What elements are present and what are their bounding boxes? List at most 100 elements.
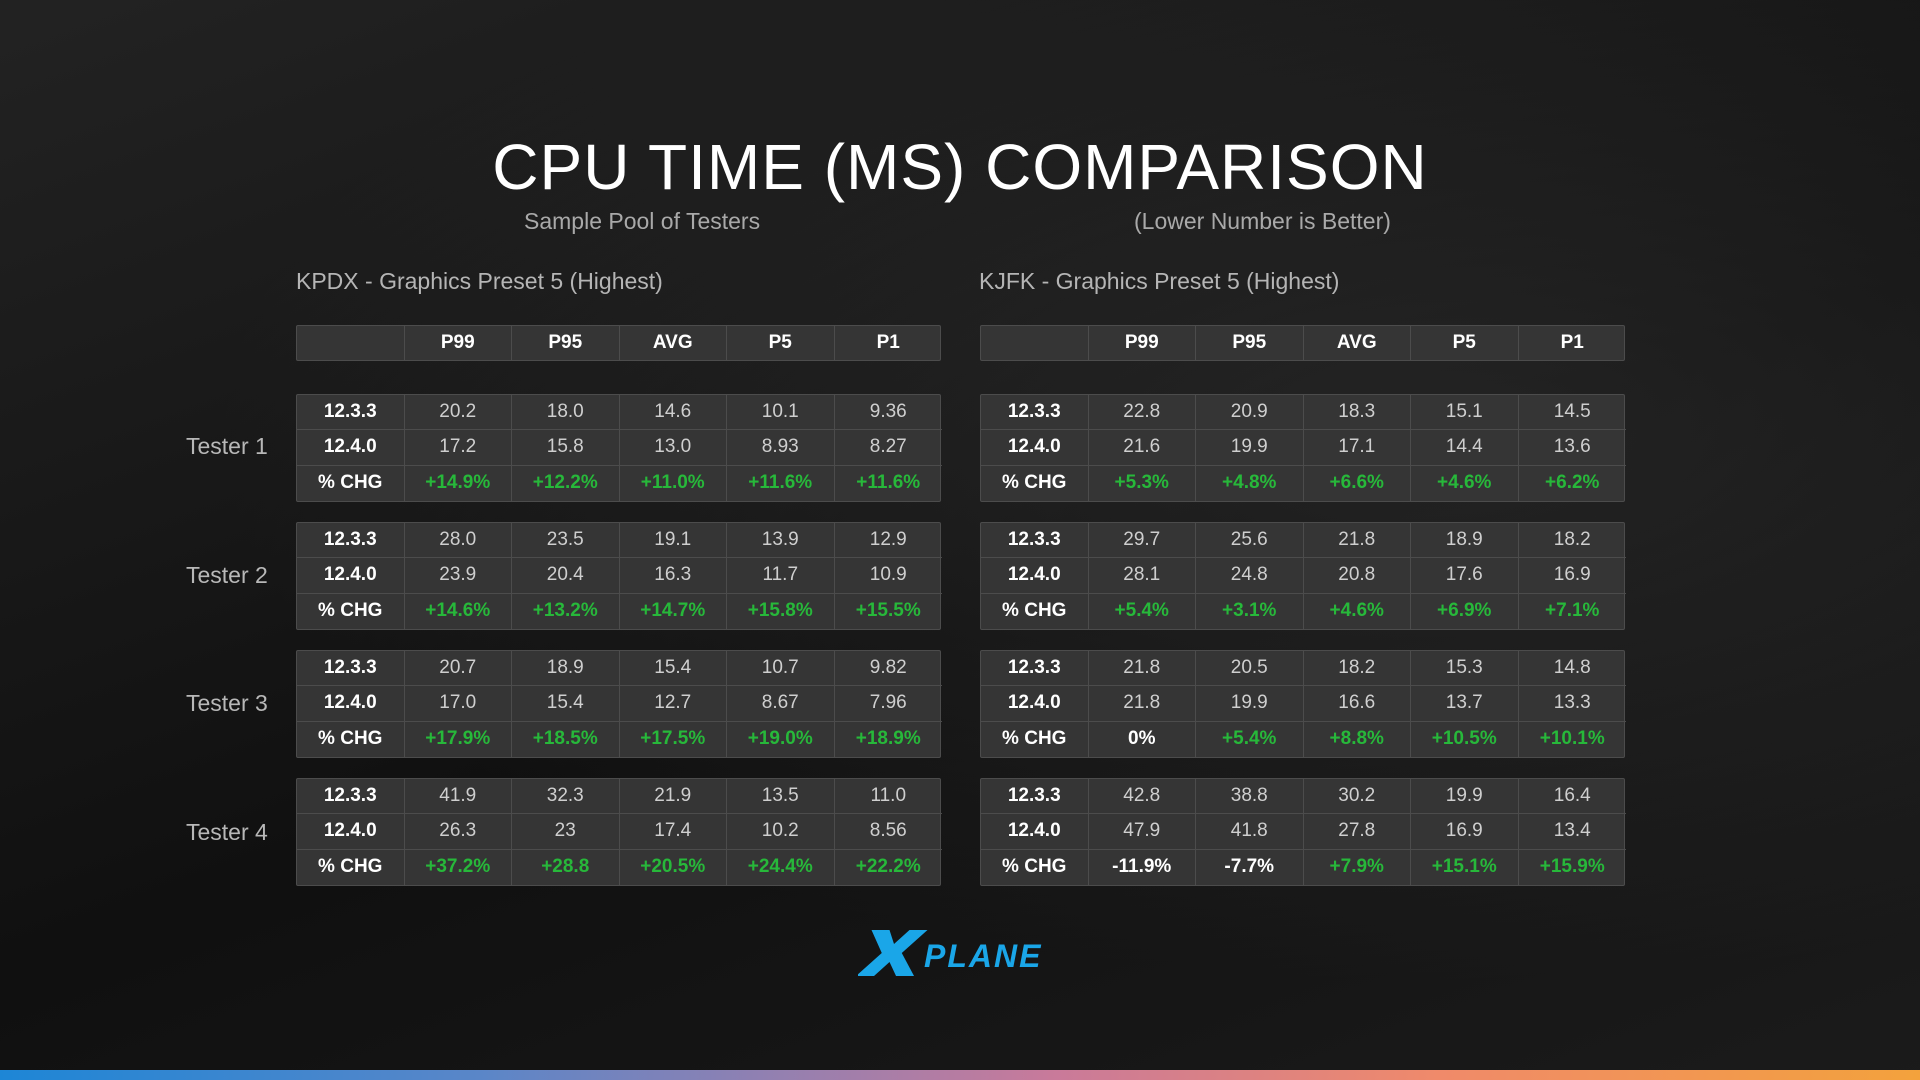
table-cell: 26.3 (404, 814, 512, 850)
table-cell: 17.6 (1411, 558, 1519, 594)
table-cell: 8.67 (727, 686, 835, 722)
table-cell: +17.9% (405, 721, 512, 757)
row-label: 12.4.0 (981, 558, 1089, 594)
row-label: 12.4.0 (981, 814, 1089, 850)
table-cell: 13.9 (727, 523, 835, 559)
bottom-gradient-bar (0, 1070, 1920, 1080)
table-cell: 10.2 (727, 814, 835, 850)
table-cell: 24.8 (1196, 558, 1304, 594)
table-cell: 20.9 (1196, 395, 1304, 431)
table-cell: 13.3 (1518, 686, 1626, 722)
table-cell: +15.5% (855, 600, 921, 622)
column-header: AVG (620, 326, 727, 360)
table-cell: +12.2% (512, 465, 620, 501)
table-cell: 18.0 (512, 395, 620, 431)
table-cell: +7.9% (1304, 849, 1411, 885)
table-cell: +5.4% (1089, 593, 1196, 629)
row-label: 12.3.3 (297, 779, 405, 815)
table-cell: +28.8 (512, 849, 620, 885)
row-label: % CHG (981, 593, 1089, 629)
table-cell: 14.8 (1518, 651, 1626, 687)
table-cell: +37.2% (405, 849, 512, 885)
row-label: 12.3.3 (981, 779, 1089, 815)
table-cell: 13.5 (727, 779, 835, 815)
tester-block: 12.3.3 21.8 20.5 18.2 15.3 14.8 12.4.0 21.8 19.9… (980, 650, 1626, 758)
table-cell: 20.2 (404, 395, 512, 431)
table-cell: 14.5 (1518, 395, 1626, 431)
table-cell: 17.0 (404, 686, 512, 722)
table-cell: 42.8 (1088, 779, 1196, 815)
column-header: P5 (1411, 326, 1519, 360)
table-cell: 17.2 (404, 430, 512, 466)
table-cell: 21.6 (1088, 430, 1196, 466)
row-label: 12.4.0 (297, 814, 405, 850)
row-label: % CHG (297, 849, 405, 885)
row-label: 12.4.0 (297, 686, 405, 722)
table-cell: 20.7 (404, 651, 512, 687)
table-cell: 17.4 (619, 814, 727, 850)
table-cell: 20.8 (1303, 558, 1411, 594)
table-header-row: P99 P95 AVG P5 P1 (296, 325, 941, 361)
table-cell: 11.7 (727, 558, 835, 594)
table-cell: 41.8 (1196, 814, 1304, 850)
table-cell: 25.6 (1196, 523, 1304, 559)
table-cell: +14.7% (620, 593, 727, 629)
subtitle-sample-pool: Sample Pool of Testers (524, 208, 761, 234)
table-cell: 14.4 (1411, 430, 1519, 466)
table-cell: 19.1 (619, 523, 727, 559)
table-cell: +6.6% (1304, 465, 1411, 501)
table-cell: +17.5% (620, 721, 727, 757)
table-cell: +4.8% (1196, 465, 1304, 501)
row-label: % CHG (981, 849, 1089, 885)
table-cell: +20.5% (620, 849, 727, 885)
row-label: 12.4.0 (981, 430, 1089, 466)
tester-label-1: Tester 1 (186, 433, 268, 459)
tester-label-3: Tester 3 (186, 690, 268, 716)
table-cell: +15.9% (1539, 856, 1605, 878)
table-cell: 0% (1089, 721, 1196, 757)
table-cell: +8.8% (1304, 721, 1411, 757)
table-cell: 10.7 (727, 651, 835, 687)
table-cell: +22.2% (855, 856, 921, 878)
table-cell: 8.27 (834, 430, 942, 466)
row-label: 12.3.3 (297, 523, 405, 559)
table-cell: 18.2 (1518, 523, 1626, 559)
table-cell: 10.9 (834, 558, 942, 594)
table-cell: 20.4 (512, 558, 620, 594)
header-cell-empty (297, 326, 405, 360)
column-header: P5 (727, 326, 835, 360)
tester-block: 12.3.3 20.7 18.9 15.4 10.7 9.82 12.4.0 17.0 15.4… (296, 650, 942, 758)
tester-label-4: Tester 4 (186, 819, 268, 845)
table-cell: 27.8 (1303, 814, 1411, 850)
table-cell: +4.6% (1411, 465, 1519, 501)
table-cell: 28.1 (1088, 558, 1196, 594)
column-header: P95 (512, 326, 620, 360)
table-cell: +4.6% (1304, 593, 1411, 629)
table-cell: 21.8 (1303, 523, 1411, 559)
table-cell: 22.8 (1088, 395, 1196, 431)
table-cell: 9.36 (834, 395, 942, 431)
page-title: CPU TIME (MS) COMPARISON (492, 131, 1428, 203)
row-label: 12.3.3 (981, 395, 1089, 431)
table-cell: 15.4 (512, 686, 620, 722)
table-cell: 16.6 (1303, 686, 1411, 722)
table-cell: 15.4 (619, 651, 727, 687)
table-cell: 30.2 (1303, 779, 1411, 815)
table-cell: 32.3 (512, 779, 620, 815)
table-cell: +18.5% (512, 721, 620, 757)
column-header: P1 (876, 332, 900, 353)
row-label: 12.4.0 (297, 558, 405, 594)
row-label: % CHG (297, 593, 405, 629)
table-cell: +10.5% (1411, 721, 1519, 757)
column-header: AVG (1304, 326, 1411, 360)
table-cell: +15.8% (727, 593, 835, 629)
table-cell: 21.9 (619, 779, 727, 815)
table-cell: +13.2% (512, 593, 620, 629)
table-cell: 14.6 (619, 395, 727, 431)
table-cell: 13.6 (1518, 430, 1626, 466)
table-cell: +5.3% (1089, 465, 1196, 501)
tester-block: 12.3.3 20.2 18.0 14.6 10.1 9.36 12.4.0 17.2 15.8… (296, 394, 942, 502)
table-cell: +24.4% (727, 849, 835, 885)
header-cell-empty (981, 326, 1089, 360)
table-cell: 18.2 (1303, 651, 1411, 687)
